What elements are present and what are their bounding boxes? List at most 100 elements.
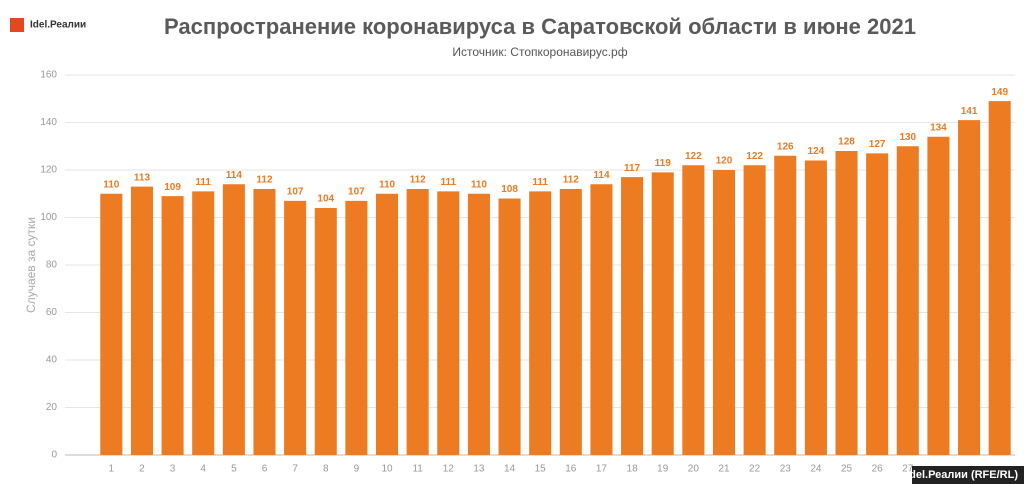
bar xyxy=(406,189,429,455)
bar xyxy=(498,198,521,455)
y-tick-label: 140 xyxy=(40,117,57,128)
data-label: 126 xyxy=(777,141,794,152)
bar xyxy=(559,189,582,455)
y-tick-label: 0 xyxy=(51,450,57,461)
data-label: 112 xyxy=(410,175,427,186)
data-label: 110 xyxy=(379,179,396,190)
y-tick-label: 40 xyxy=(46,355,58,366)
x-tick-label: 15 xyxy=(535,464,547,475)
x-tick-label: 9 xyxy=(354,464,360,475)
y-axis-label: Случаев за сутки xyxy=(24,217,38,313)
x-tick-label: 6 xyxy=(262,464,268,475)
x-tick-label: 18 xyxy=(627,464,639,475)
x-tick-label: 5 xyxy=(231,464,237,475)
x-tick-label: 4 xyxy=(200,464,206,475)
y-tick-label: 160 xyxy=(40,70,57,81)
bar xyxy=(988,101,1011,455)
bar xyxy=(161,196,184,455)
x-tick-label: 23 xyxy=(780,464,792,475)
data-label: 149 xyxy=(991,87,1008,98)
x-tick-label: 21 xyxy=(718,464,730,475)
x-tick-label: 13 xyxy=(473,464,485,475)
x-tick-label: 17 xyxy=(596,464,608,475)
data-label: 111 xyxy=(440,177,456,188)
x-tick-label: 14 xyxy=(504,464,516,475)
x-tick-label: 27 xyxy=(902,464,914,475)
bar xyxy=(835,151,858,455)
x-tick-label: 11 xyxy=(412,464,423,475)
y-tick-label: 20 xyxy=(46,402,58,413)
data-label: 107 xyxy=(287,187,304,198)
bar xyxy=(314,208,337,455)
x-tick-label: 12 xyxy=(443,464,455,475)
y-tick-label: 100 xyxy=(40,212,57,223)
bar xyxy=(804,160,827,455)
x-tick-label: 20 xyxy=(688,464,700,475)
data-label: 107 xyxy=(348,187,365,198)
data-label: 124 xyxy=(808,146,825,157)
y-tick-label: 120 xyxy=(40,165,57,176)
data-label: 119 xyxy=(655,158,672,169)
data-label: 117 xyxy=(624,163,641,174)
bar xyxy=(866,153,889,455)
x-tick-label: 19 xyxy=(657,464,669,475)
logo: Idel.Реалии xyxy=(30,20,86,31)
bar xyxy=(467,193,490,455)
x-tick-label: 24 xyxy=(810,464,822,475)
bar xyxy=(712,170,736,455)
data-label: 122 xyxy=(746,151,763,162)
bar xyxy=(375,193,399,455)
x-tick-label: 3 xyxy=(170,464,176,475)
bar xyxy=(927,136,950,455)
data-label: 110 xyxy=(471,179,488,190)
y-tick-label: 80 xyxy=(46,260,58,271)
bar xyxy=(958,120,981,455)
x-tick-label: 8 xyxy=(323,464,329,475)
bar xyxy=(253,189,276,455)
bar xyxy=(896,146,919,455)
data-label: 110 xyxy=(103,179,120,190)
data-label: 108 xyxy=(501,184,518,195)
footer-bg xyxy=(912,466,1024,484)
data-label: 112 xyxy=(256,175,273,186)
data-label: 130 xyxy=(899,132,916,143)
data-label: 104 xyxy=(317,194,334,205)
logo-icon xyxy=(10,18,24,32)
data-label: 127 xyxy=(869,139,886,150)
bar xyxy=(345,200,368,455)
bar xyxy=(192,191,215,455)
x-tick-label: 16 xyxy=(565,464,577,475)
bar xyxy=(284,200,307,455)
x-tick-label: 25 xyxy=(841,464,853,475)
data-label: 120 xyxy=(716,156,733,167)
x-tick-label: 7 xyxy=(292,464,298,475)
plot: 0204060801001201401601110211331094111511… xyxy=(40,70,1015,475)
chart-subtitle: Источник: Стопкоронавирус.рф xyxy=(452,45,627,59)
bar xyxy=(682,165,705,455)
bar xyxy=(100,193,123,455)
chart-title: Распространение коронавируса в Саратовск… xyxy=(164,14,916,39)
data-label: 109 xyxy=(164,182,181,193)
data-label: 114 xyxy=(593,170,610,181)
data-label: 128 xyxy=(838,137,855,148)
x-tick-label: 1 xyxy=(109,464,115,475)
bar xyxy=(590,184,613,455)
data-label: 141 xyxy=(961,106,978,117)
footer: Idel.Реалии (RFE/RL) xyxy=(906,469,1018,481)
bar xyxy=(529,191,552,455)
data-label: 111 xyxy=(195,177,211,188)
data-label: 111 xyxy=(532,177,548,188)
data-label: 113 xyxy=(134,172,151,183)
data-label: 114 xyxy=(226,170,243,181)
bar xyxy=(130,186,153,455)
bar xyxy=(437,191,460,455)
x-tick-label: 10 xyxy=(381,464,393,475)
x-tick-label: 2 xyxy=(139,464,145,475)
bar xyxy=(621,177,644,455)
x-tick-label: 26 xyxy=(872,464,884,475)
bar xyxy=(222,184,245,455)
bar xyxy=(743,165,766,455)
bar xyxy=(774,155,797,455)
data-label: 112 xyxy=(563,175,580,186)
